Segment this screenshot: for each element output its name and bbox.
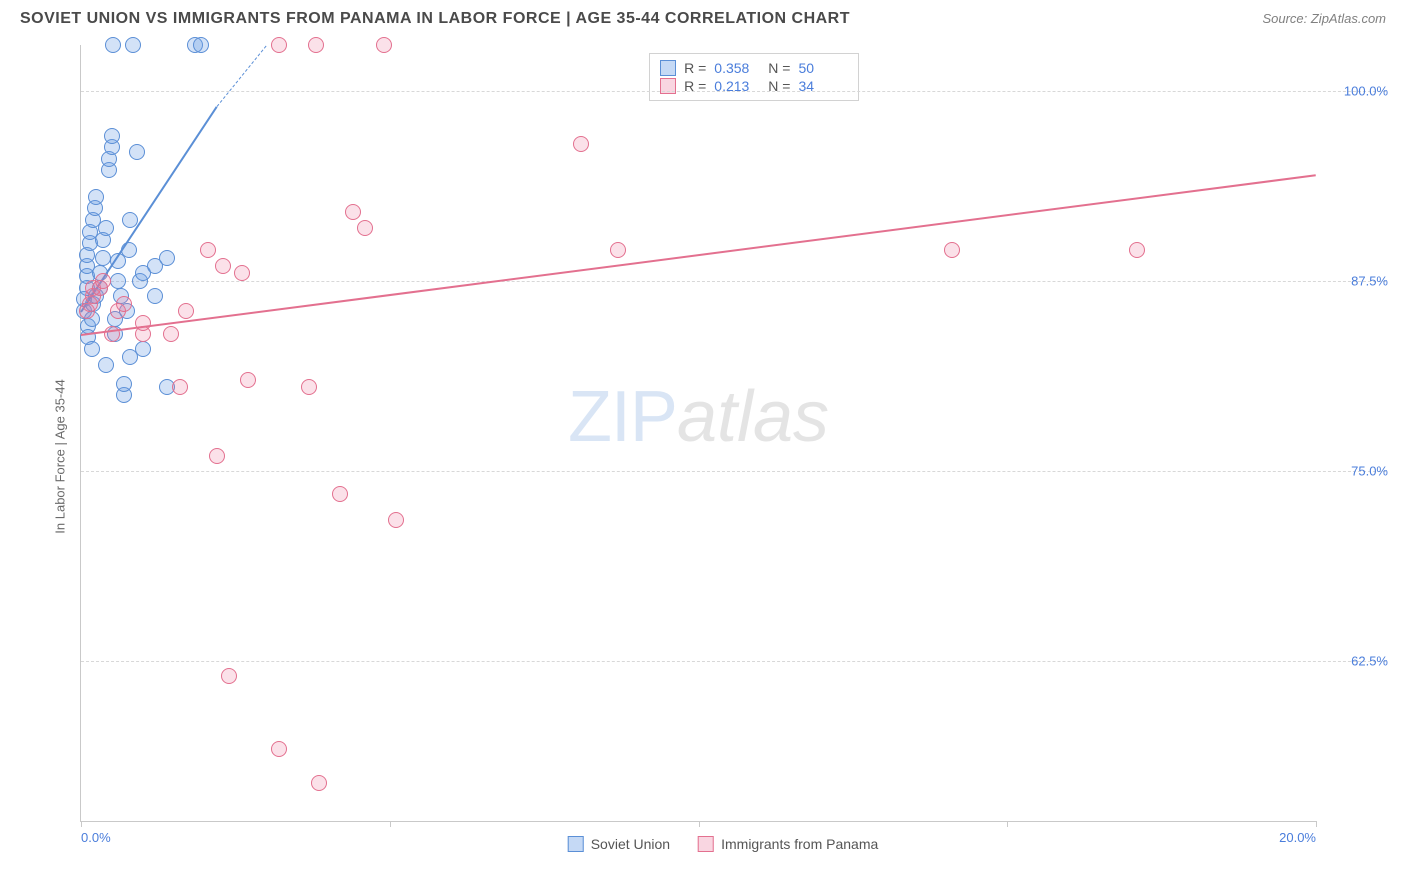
chart-title: SOVIET UNION VS IMMIGRANTS FROM PANAMA I…: [20, 10, 850, 28]
scatter-point: [159, 250, 175, 266]
scatter-point: [944, 242, 960, 258]
scatter-point: [125, 37, 141, 53]
scatter-point: [110, 273, 126, 289]
scatter-point: [135, 341, 151, 357]
scatter-point: [345, 204, 361, 220]
gridline: [81, 91, 1386, 92]
watermark-zip: ZIP: [568, 377, 677, 457]
stats-legend-box: R = 0.358 N = 50 R = 0.213 N = 34: [649, 53, 859, 101]
scatter-point: [610, 242, 626, 258]
scatter-point: [163, 326, 179, 342]
scatter-point: [234, 265, 250, 281]
scatter-point: [240, 372, 256, 388]
swatch-soviet: [568, 836, 584, 852]
stats-row-soviet: R = 0.358 N = 50: [660, 59, 844, 77]
swatch-panama: [698, 836, 714, 852]
scatter-point: [147, 288, 163, 304]
scatter-point: [193, 37, 209, 53]
x-tick: [390, 821, 391, 827]
scatter-point: [172, 379, 188, 395]
scatter-point: [221, 668, 237, 684]
scatter-point: [209, 448, 225, 464]
scatter-point: [129, 144, 145, 160]
legend-label-panama: Immigrants from Panama: [721, 836, 878, 852]
y-tick-label: 87.5%: [1351, 273, 1388, 288]
scatter-point: [84, 341, 100, 357]
plot-area: ZIPatlas R = 0.358 N = 50 R = 0.213 N = …: [80, 45, 1316, 822]
source-credit: Source: ZipAtlas.com: [1262, 11, 1386, 26]
stat-n-soviet: 50: [798, 60, 844, 76]
scatter-point: [388, 512, 404, 528]
y-tick-label: 62.5%: [1351, 654, 1388, 669]
stat-r-label: R =: [684, 60, 706, 76]
y-tick-label: 75.0%: [1351, 464, 1388, 479]
x-tick-label-min: 0.0%: [81, 830, 111, 845]
scatter-point: [135, 315, 151, 331]
legend-item-panama: Immigrants from Panama: [698, 836, 878, 852]
scatter-point: [311, 775, 327, 791]
stat-r-soviet: 0.358: [714, 60, 760, 76]
y-tick-label: 100.0%: [1344, 83, 1388, 98]
scatter-point: [105, 37, 121, 53]
scatter-point: [116, 296, 132, 312]
x-tick-label-max: 20.0%: [1279, 830, 1316, 845]
x-tick: [1007, 821, 1008, 827]
scatter-point: [95, 273, 111, 289]
scatter-point: [95, 250, 111, 266]
x-tick: [699, 821, 700, 827]
scatter-point: [200, 242, 216, 258]
scatter-point: [215, 258, 231, 274]
scatter-point: [357, 220, 373, 236]
trend-line-extension: [216, 45, 266, 106]
scatter-point: [98, 220, 114, 236]
watermark-atlas: atlas: [677, 377, 829, 457]
scatter-point: [332, 486, 348, 502]
scatter-point: [308, 37, 324, 53]
stat-n-label: N =: [768, 60, 790, 76]
x-tick: [1316, 821, 1317, 827]
legend-item-soviet: Soviet Union: [568, 836, 670, 852]
scatter-point: [301, 379, 317, 395]
chart-container: In Labor Force | Age 35-44 ZIPatlas R = …: [50, 45, 1396, 852]
scatter-point: [178, 303, 194, 319]
scatter-point: [88, 189, 104, 205]
x-tick: [81, 821, 82, 827]
swatch-soviet: [660, 60, 676, 76]
gridline: [81, 471, 1386, 472]
scatter-point: [376, 37, 392, 53]
watermark: ZIPatlas: [568, 376, 829, 458]
scatter-point: [98, 357, 114, 373]
scatter-point: [116, 376, 132, 392]
y-axis-label: In Labor Force | Age 35-44: [53, 379, 68, 533]
legend-label-soviet: Soviet Union: [591, 836, 670, 852]
bottom-legend: Soviet Union Immigrants from Panama: [568, 836, 879, 852]
scatter-point: [271, 37, 287, 53]
scatter-point: [271, 741, 287, 757]
scatter-point: [104, 128, 120, 144]
gridline: [81, 281, 1386, 282]
scatter-point: [1129, 242, 1145, 258]
stats-row-panama: R = 0.213 N = 34: [660, 77, 844, 95]
scatter-point: [573, 136, 589, 152]
gridline: [81, 661, 1386, 662]
